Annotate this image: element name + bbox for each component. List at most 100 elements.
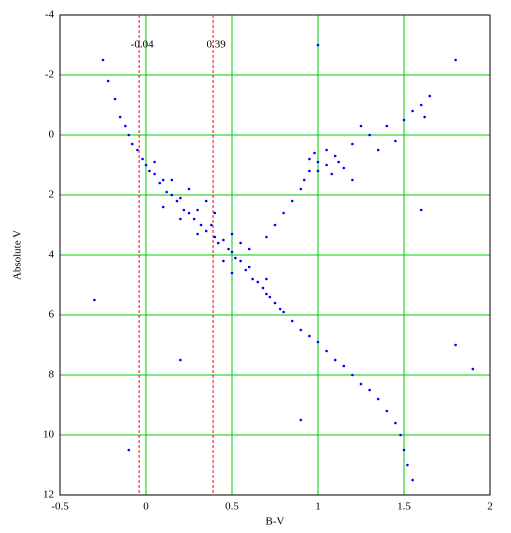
point — [333, 358, 337, 362]
point — [265, 277, 268, 281]
point — [127, 133, 131, 137]
point — [428, 94, 432, 98]
point — [127, 448, 131, 452]
point — [419, 103, 423, 107]
point — [93, 298, 96, 302]
reference-label: 0.39 — [206, 39, 226, 51]
point — [385, 409, 389, 413]
point — [454, 58, 457, 62]
point — [153, 172, 156, 176]
point — [187, 211, 191, 215]
point — [204, 199, 208, 203]
y-tick-label: -2 — [45, 69, 54, 81]
point — [247, 247, 251, 251]
y-tick-label: 10 — [43, 429, 55, 441]
point — [308, 157, 311, 161]
point — [187, 187, 191, 191]
point — [316, 160, 320, 164]
point — [153, 160, 156, 164]
point — [299, 418, 303, 422]
point — [265, 235, 268, 239]
point — [385, 124, 389, 128]
point — [101, 58, 105, 62]
x-tick-label: -0.5 — [51, 501, 69, 513]
point — [419, 208, 423, 212]
reference-label: -0.04 — [131, 39, 154, 51]
point — [106, 79, 110, 83]
x-tick-label: 0 — [143, 501, 149, 513]
x-tick-label: 1 — [315, 501, 321, 513]
point — [290, 199, 294, 203]
point — [182, 208, 186, 212]
x-tick-label: 0.5 — [225, 501, 239, 513]
x-tick-label: 1.5 — [397, 501, 411, 513]
point — [273, 301, 277, 305]
point — [342, 364, 346, 368]
point — [165, 190, 168, 194]
point — [351, 142, 354, 146]
point — [278, 307, 282, 311]
point — [230, 250, 234, 254]
point — [268, 295, 272, 299]
y-tick-label: 2 — [49, 189, 55, 201]
point — [141, 157, 144, 161]
y-tick-label: 0 — [49, 129, 55, 141]
y-tick-label: 12 — [43, 489, 54, 501]
point — [148, 169, 151, 173]
point — [113, 97, 117, 101]
point — [359, 382, 363, 386]
point — [170, 193, 174, 197]
point — [222, 259, 225, 263]
point — [124, 124, 127, 128]
point — [204, 229, 208, 233]
point — [179, 217, 182, 221]
y-tick-label: 8 — [49, 369, 55, 381]
point — [411, 109, 414, 113]
point — [313, 151, 316, 155]
point — [273, 223, 277, 227]
point — [308, 169, 311, 173]
point — [192, 217, 196, 221]
point — [175, 199, 179, 203]
point — [333, 154, 337, 158]
point — [216, 241, 220, 245]
point — [316, 43, 320, 47]
point — [325, 148, 328, 152]
y-tick-label: 6 — [49, 309, 55, 321]
point — [265, 292, 268, 296]
point — [234, 256, 237, 260]
point — [222, 238, 225, 242]
point — [399, 433, 402, 437]
point — [227, 247, 230, 251]
point — [282, 310, 285, 314]
point — [376, 148, 380, 152]
y-tick-label: -4 — [45, 9, 55, 21]
point — [239, 241, 242, 245]
point — [330, 172, 334, 176]
point — [325, 349, 328, 353]
y-tick-label: 4 — [49, 249, 55, 261]
point — [136, 148, 139, 152]
point — [394, 421, 397, 425]
point — [316, 340, 320, 344]
point — [351, 373, 354, 377]
point — [423, 115, 426, 119]
point — [454, 343, 457, 347]
point — [247, 265, 251, 269]
point — [158, 181, 162, 185]
plot-frame — [59, 14, 491, 496]
point — [351, 178, 354, 182]
point — [179, 196, 182, 200]
point — [196, 232, 199, 236]
point — [325, 163, 328, 167]
point — [337, 160, 340, 164]
point — [342, 166, 346, 170]
point — [230, 271, 234, 275]
point — [471, 367, 475, 371]
point — [368, 133, 371, 137]
point — [210, 223, 213, 227]
point — [402, 448, 406, 452]
point — [282, 211, 285, 215]
point — [302, 178, 306, 182]
point — [394, 139, 397, 143]
